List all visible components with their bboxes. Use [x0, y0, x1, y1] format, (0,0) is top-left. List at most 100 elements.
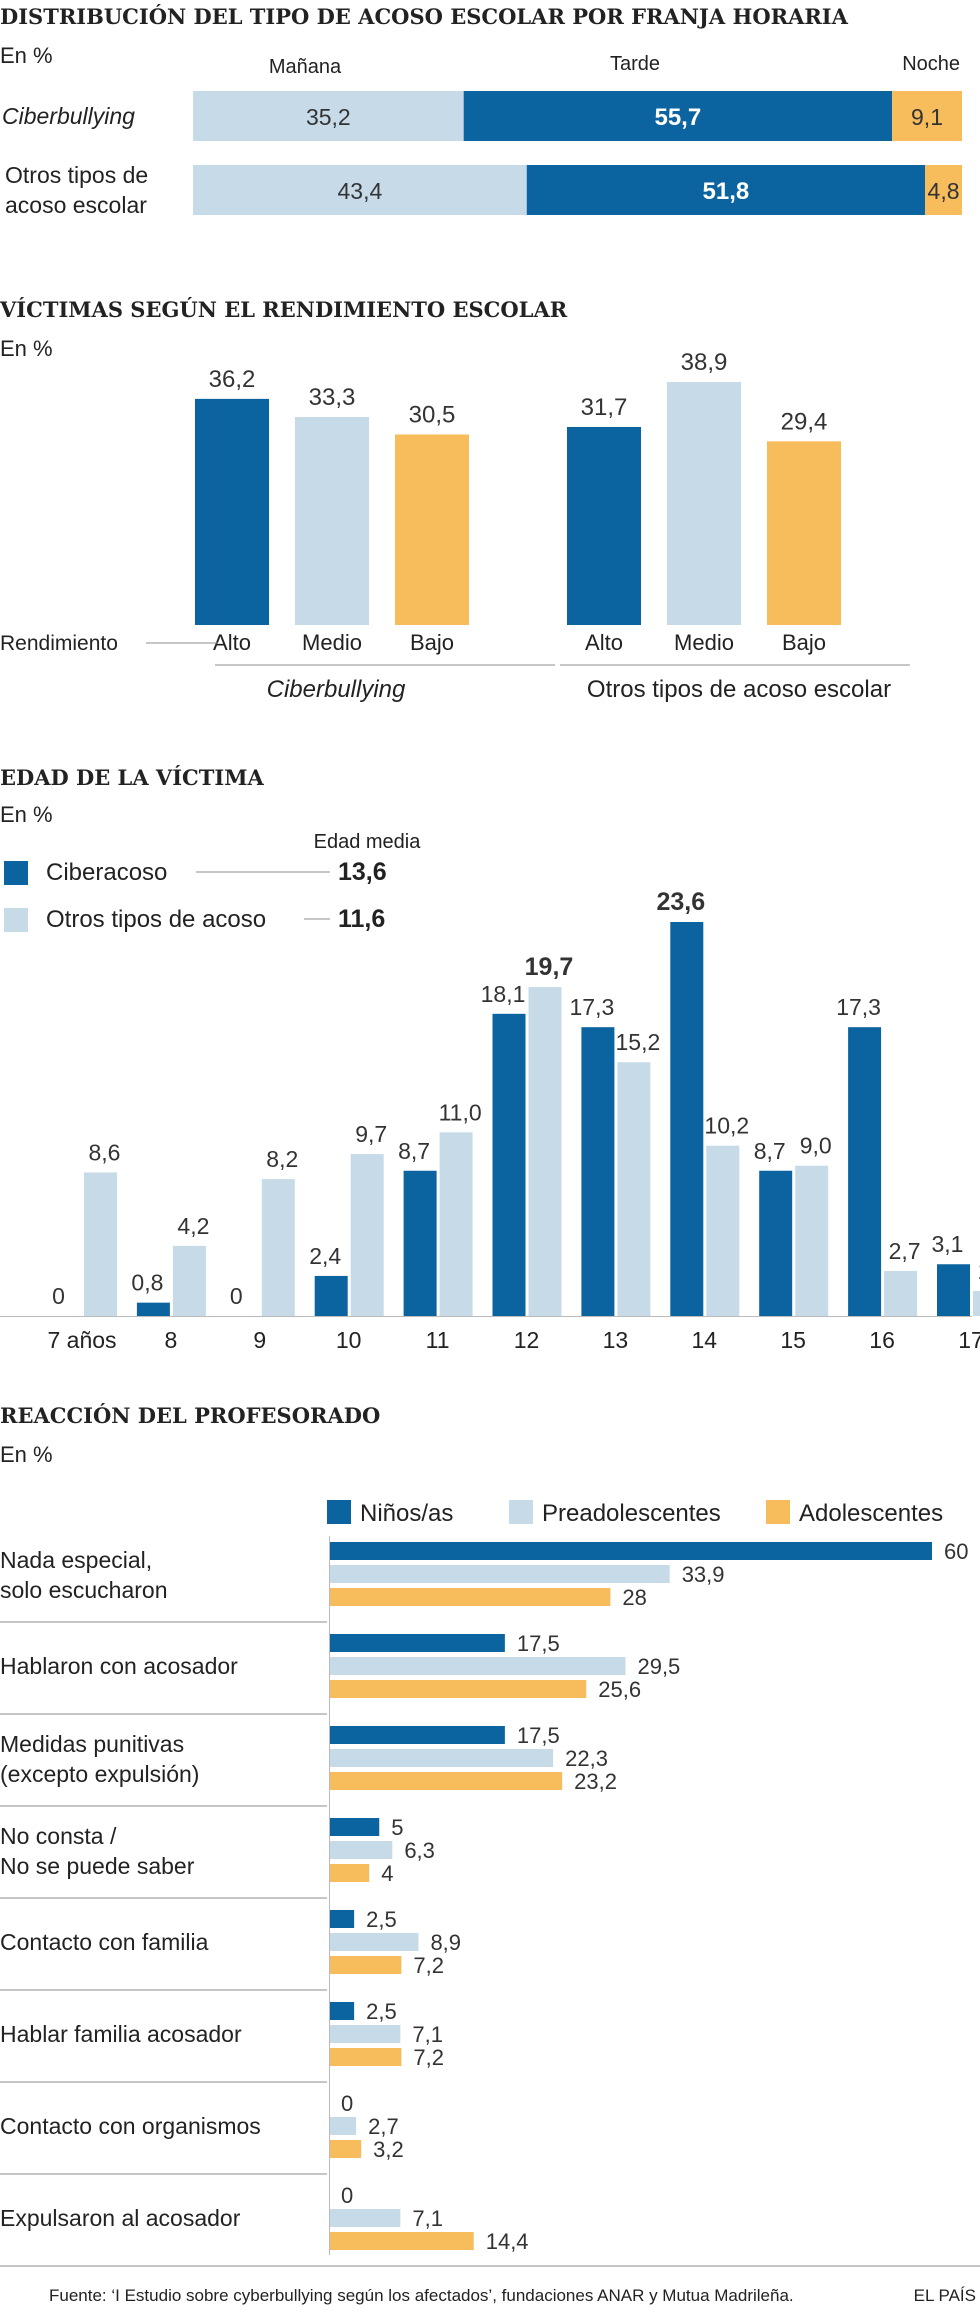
chart2-bar: [567, 426, 641, 625]
chart3-bar: [261, 1179, 295, 1316]
chart2-value-label: 29,4: [781, 408, 828, 435]
chart3-value-label: 23,6: [656, 888, 705, 916]
chart3-bar: [937, 1264, 970, 1316]
chart4-value-label: 0: [341, 2091, 353, 2116]
chart3-value-label: 9,7: [355, 1121, 387, 1147]
chart4-value-label: 60: [944, 1539, 968, 1564]
chart4-bar: [329, 1956, 402, 1974]
chart3-bar: [439, 1132, 473, 1316]
chart2-value-label: 31,7: [581, 394, 628, 421]
chart4-row-label: Contacto con organismos: [0, 2113, 261, 2139]
chart4-bar: [329, 1841, 393, 1859]
chart3-value-label: 2,4: [309, 1243, 341, 1269]
chart4-row-label: Nada especial,: [0, 1547, 152, 1573]
chart3-bar: [670, 922, 704, 1316]
chart3-value-label: 1,5: [978, 1258, 980, 1284]
chart4-title: REACCIÓN DEL PROFESORADO: [0, 1403, 380, 1428]
chart1-bar-segment: [193, 165, 527, 215]
chart4-row-label: (excepto expulsión): [0, 1761, 199, 1787]
chart3-bar: [314, 1275, 348, 1316]
chart4-row-label: No se puede saber: [0, 1853, 195, 1879]
chart4-row-label: Expulsaron al acosador: [0, 2205, 241, 2231]
chart4-value-label: 5: [391, 1815, 403, 1840]
chart1-bar-segment: [463, 91, 893, 141]
chart3-value-label: 15,2: [616, 1029, 661, 1055]
chart3-value-label: 9,0: [800, 1133, 832, 1159]
chart4-value-label: 33,9: [682, 1562, 725, 1587]
chart4-bar: [329, 2117, 357, 2135]
chart3-value-label: 4,2: [177, 1213, 209, 1239]
chart3-value-label: 8,6: [89, 1139, 121, 1165]
chart3-value-label: 18,1: [481, 981, 526, 1007]
chart3-bar: [795, 1165, 829, 1316]
chart3-value-label: 0: [52, 1283, 65, 1309]
chart4-bar: [329, 1657, 626, 1675]
chart3-category-label: 7 años: [47, 1327, 116, 1353]
chart4-bar: [329, 2140, 362, 2158]
chart4-legend-label: Preadolescentes: [542, 1500, 721, 1527]
chart3-category-label: 9: [253, 1327, 266, 1353]
chart4-legend-swatch: [766, 1500, 790, 1524]
chart2-bar: [667, 382, 741, 625]
chart2-unit: En %: [0, 336, 53, 361]
chart3-category-label: 14: [692, 1327, 718, 1353]
chart1-value-label: 9,1: [911, 104, 943, 130]
chart4-bar: [329, 1588, 611, 1606]
chart3-bar: [706, 1145, 740, 1316]
chart3-bar: [617, 1062, 651, 1316]
chart2-category-label: Alto: [213, 630, 251, 655]
chart1-bar-segment: [526, 165, 926, 215]
chart4-unit: En %: [0, 1442, 53, 1467]
chart3-value-label: 0,8: [131, 1270, 163, 1296]
chart1-bar-segment: [193, 91, 464, 141]
chart1-unit: En %: [0, 43, 53, 68]
chart3-legend-label: Otros tipos de acoso: [46, 906, 266, 933]
chart4-legend-swatch: [509, 1500, 533, 1524]
chart4-value-label: 14,4: [486, 2229, 529, 2254]
chart4-bar: [329, 1772, 563, 1790]
chart4-bar: [329, 1565, 670, 1583]
chart4-legend-label: Niños/as: [360, 1500, 453, 1527]
chart4-bar: [329, 2048, 402, 2066]
chart2-value-label: 38,9: [681, 349, 728, 376]
chart3-legend-label: Ciberacoso: [46, 859, 167, 886]
chart3-bar: [350, 1154, 384, 1316]
footer-brand: EL PAÍS: [914, 2286, 976, 2305]
chart4-value-label: 7,2: [413, 1953, 444, 1978]
chart2-category-label: Bajo: [410, 630, 454, 655]
chart2-category-label: Bajo: [782, 630, 826, 655]
chart3-category-label: 12: [514, 1327, 540, 1353]
chart4-row-label: Medidas punitivas: [0, 1731, 184, 1757]
chart3-legend-swatch: [4, 908, 28, 932]
chart3-value-label: 8,7: [754, 1138, 786, 1164]
chart4-value-label: 17,5: [517, 1723, 560, 1748]
chart4-value-label: 7,1: [412, 2022, 443, 2047]
chart4-bar: [329, 1910, 355, 1928]
chart3-title: EDAD DE LA VÍCTIMA: [0, 765, 264, 790]
chart1-row-label: Ciberbullying: [2, 103, 135, 129]
chart2-bar: [767, 441, 841, 625]
chart3-value-label: 17,3: [570, 994, 615, 1020]
chart4-bar: [329, 2232, 474, 2250]
chart4-value-label: 6,3: [404, 1838, 435, 1863]
chart1-value-label: 55,7: [654, 104, 701, 131]
chart4-value-label: 7,1: [412, 2206, 443, 2231]
chart2-category-label: Medio: [674, 630, 734, 655]
chart3-value-label: 2,7: [889, 1238, 921, 1264]
chart4-row-label: No consta /: [0, 1823, 117, 1849]
chart4-value-label: 23,2: [574, 1769, 617, 1794]
chart4-row-label: Hablar familia acosador: [0, 2021, 242, 2047]
chart3-value-label: 10,2: [704, 1113, 749, 1139]
chart2-group-label: Otros tipos de acoso escolar: [587, 676, 891, 703]
chart4-value-label: 4: [381, 1861, 393, 1886]
chart4-value-label: 28: [622, 1585, 646, 1610]
chart3-category-label: 10: [336, 1327, 362, 1353]
chart3-mean-header: Edad media: [314, 831, 422, 853]
chart3-bar: [136, 1302, 170, 1316]
chart1-bar-segment: [892, 91, 962, 141]
chart3-bar: [172, 1245, 206, 1316]
chart2-group-label: Ciberbullying: [267, 676, 406, 703]
chart4-bar: [329, 1933, 419, 1951]
chart4-value-label: 3,2: [373, 2137, 404, 2162]
chart1-value-label: 35,2: [306, 104, 351, 130]
